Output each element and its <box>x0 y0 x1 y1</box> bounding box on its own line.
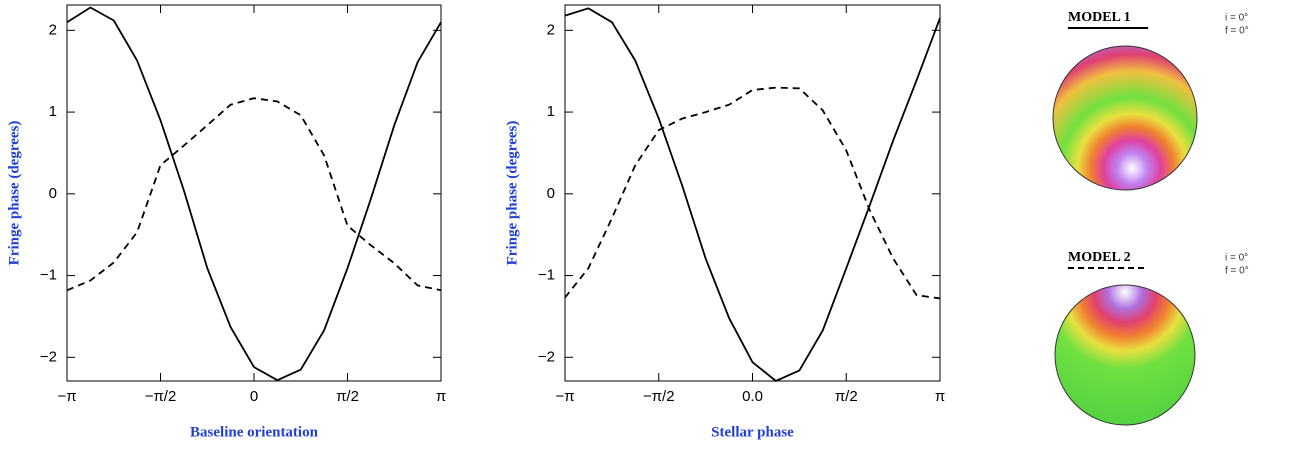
x-tick-label: π/2 <box>835 388 858 405</box>
y-axis-label: Fringe phase (degrees) <box>504 121 520 266</box>
y-tick-label: −2 <box>40 348 57 365</box>
y-tick-label: −2 <box>538 348 555 365</box>
x-axis-label: Stellar phase <box>711 424 794 440</box>
y-tick-label: −1 <box>538 267 555 284</box>
plot-frame <box>66 4 442 382</box>
y-tick-label: −1 <box>40 267 57 284</box>
y-tick-label: 2 <box>49 21 57 38</box>
series-line <box>564 7 941 383</box>
x-tick-label: π <box>436 388 446 405</box>
y-axis-label: Fringe phase (degrees) <box>6 121 22 266</box>
y-tick-label: 1 <box>49 103 57 120</box>
sphere-model-2 <box>1054 284 1196 426</box>
y-tick-label: 2 <box>547 21 555 38</box>
x-axis-label: Baseline orientation <box>190 424 319 440</box>
plot-frame <box>564 4 941 382</box>
y-tick-label: 0 <box>49 185 57 202</box>
y-tick-label: 1 <box>547 103 555 120</box>
sphere-model-1 <box>1052 45 1198 191</box>
y-tick-label: 0 <box>547 185 555 202</box>
x-tick-label: 0.0 <box>742 388 763 405</box>
x-tick-label: π <box>935 388 945 405</box>
x-tick-label: −π/2 <box>643 388 675 405</box>
model-param: f = 0° <box>1225 266 1249 277</box>
x-tick-label: 0 <box>250 388 258 405</box>
x-tick-label: −π <box>555 388 574 405</box>
series-line <box>66 97 442 292</box>
model-param: i = 0° <box>1225 253 1248 264</box>
model-label: MODEL 1 <box>1068 10 1131 25</box>
series-line <box>564 86 941 300</box>
model-param: i = 0° <box>1225 13 1248 24</box>
series-line <box>66 6 442 382</box>
model-param: f = 0° <box>1225 26 1249 37</box>
model-label: MODEL 2 <box>1068 250 1131 265</box>
x-tick-label: −π/2 <box>145 388 177 405</box>
x-tick-label: π/2 <box>336 388 359 405</box>
x-tick-label: −π <box>57 388 76 405</box>
